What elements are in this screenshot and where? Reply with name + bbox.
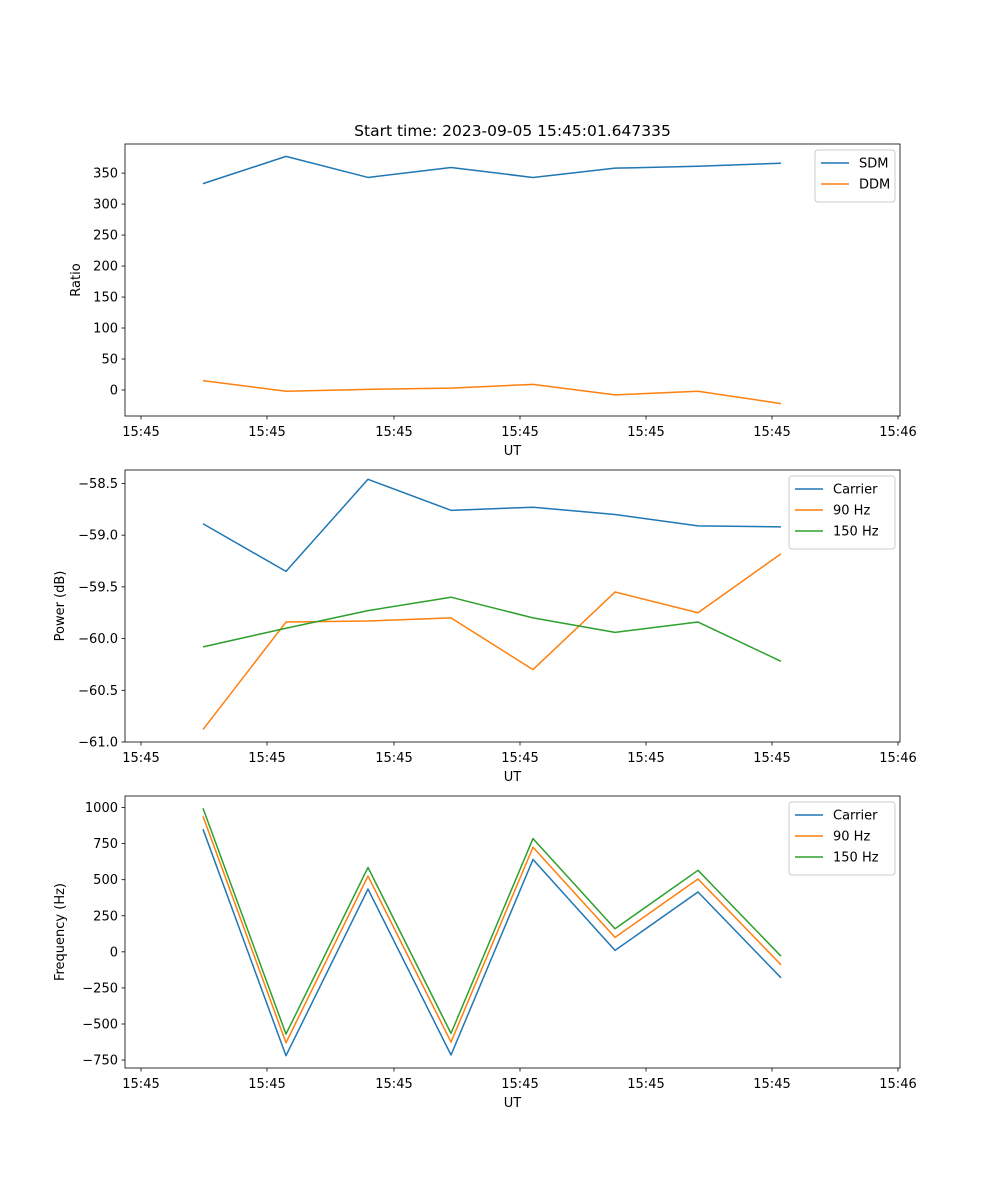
axes-frame bbox=[124, 143, 901, 417]
legend: Carrier 90 Hz 150 Hz bbox=[788, 801, 896, 876]
y-tick-label: −61.0 bbox=[78, 736, 118, 751]
x-tick-label: 15:45 bbox=[753, 425, 790, 440]
y-axis-label: Frequency (Hz) bbox=[53, 883, 68, 981]
x-tick-label: 15:45 bbox=[375, 751, 412, 766]
series-line-sdm bbox=[202, 155, 782, 185]
y-axis-label: Ratio bbox=[69, 263, 84, 296]
legend-label: Carrier bbox=[833, 483, 878, 498]
y-tick-label: 1000 bbox=[85, 801, 118, 816]
y-tick-label: 750 bbox=[93, 837, 118, 852]
x-tick-label: 15:45 bbox=[248, 751, 285, 766]
y-tick-label: −750 bbox=[82, 1054, 118, 1069]
x-tick-label: 15:45 bbox=[248, 1077, 285, 1092]
y-tick-label: 250 bbox=[93, 909, 118, 924]
y-tick-label: −500 bbox=[82, 1017, 118, 1032]
x-tick-label: 15:45 bbox=[122, 751, 159, 766]
x-tick-label: 15:45 bbox=[248, 425, 285, 440]
legend-label: 150 Hz bbox=[833, 525, 879, 540]
series-line-150-hz bbox=[202, 596, 782, 663]
y-tick-label: −59.0 bbox=[78, 529, 118, 544]
x-tick-label: 15:45 bbox=[627, 425, 664, 440]
y-tick-label: 50 bbox=[101, 352, 118, 367]
x-tick-label: 15:45 bbox=[122, 425, 159, 440]
y-tick-label: 200 bbox=[93, 260, 118, 275]
chart-panel-2: −61.0 −60.5 −60.0 −59.5 −59.0 −58.5 15:45 15:45… bbox=[53, 469, 917, 785]
x-tick-label: 15:45 bbox=[122, 1077, 159, 1092]
series-line-carrier bbox=[202, 478, 782, 573]
y-axis-label: Power (dB) bbox=[53, 571, 68, 642]
x-tick-label: 15:45 bbox=[501, 1077, 538, 1092]
legend-label: 90 Hz bbox=[833, 830, 870, 845]
x-tick-label: 15:45 bbox=[627, 751, 664, 766]
figure-title: Start time: 2023-09-05 15:45:01.647335 bbox=[354, 122, 671, 140]
y-tick-label: −250 bbox=[82, 981, 118, 996]
chart-panel-3: −750 −500 −250 0 250 500 750 1000 15:45 15:45 15:4… bbox=[53, 795, 917, 1111]
legend-label: 150 Hz bbox=[833, 851, 879, 866]
axes-frame bbox=[124, 795, 901, 1069]
y-tick-label: −60.5 bbox=[78, 684, 118, 699]
x-tick-label: 15:46 bbox=[879, 1077, 916, 1092]
legend-label: 90 Hz bbox=[833, 504, 870, 519]
y-tick-label: 300 bbox=[93, 198, 118, 213]
legend: Carrier 90 Hz 150 Hz bbox=[788, 475, 896, 550]
x-tick-label: 15:45 bbox=[501, 425, 538, 440]
legend-label: SDM bbox=[859, 157, 888, 172]
x-tick-label: 15:45 bbox=[753, 1077, 790, 1092]
x-axis-label: UT bbox=[504, 1096, 522, 1111]
series-line-90-hz bbox=[202, 553, 782, 731]
y-tick-label: 100 bbox=[93, 322, 118, 337]
y-tick-label: −59.5 bbox=[78, 580, 118, 595]
y-tick-label: −58.5 bbox=[78, 477, 118, 492]
axes-frame bbox=[124, 469, 901, 743]
y-tick-label: 500 bbox=[93, 873, 118, 888]
legend-label: DDM bbox=[859, 178, 890, 193]
y-tick-label: 250 bbox=[93, 229, 118, 244]
x-tick-label: 15:46 bbox=[879, 751, 916, 766]
y-tick-label: 0 bbox=[110, 945, 118, 960]
y-tick-label: 150 bbox=[93, 291, 118, 306]
x-tick-label: 15:45 bbox=[627, 1077, 664, 1092]
legend-label: Carrier bbox=[833, 809, 878, 824]
y-tick-label: 350 bbox=[93, 167, 118, 182]
legend: SDM DDM bbox=[814, 149, 896, 203]
x-tick-label: 15:46 bbox=[879, 425, 916, 440]
y-tick-label: 0 bbox=[110, 383, 118, 398]
series-line-150-hz bbox=[202, 808, 782, 1035]
series-line-90-hz bbox=[202, 815, 782, 1044]
y-tick-label: −60.0 bbox=[78, 632, 118, 647]
panels: 0 50 100 150 200 250 300 350 15:45 15:45 15:45 15:4… bbox=[53, 143, 917, 1111]
chart-panel-1: 0 50 100 150 200 250 300 350 15:45 15:45 15:45 15:4… bbox=[69, 143, 917, 459]
series-line-carrier bbox=[202, 828, 782, 1057]
x-tick-label: 15:45 bbox=[375, 425, 412, 440]
series-line-ddm bbox=[202, 379, 782, 405]
x-tick-label: 15:45 bbox=[375, 1077, 412, 1092]
x-axis-label: UT bbox=[504, 444, 522, 459]
x-tick-label: 15:45 bbox=[753, 751, 790, 766]
x-axis-label: UT bbox=[504, 770, 522, 785]
x-tick-label: 15:45 bbox=[501, 751, 538, 766]
